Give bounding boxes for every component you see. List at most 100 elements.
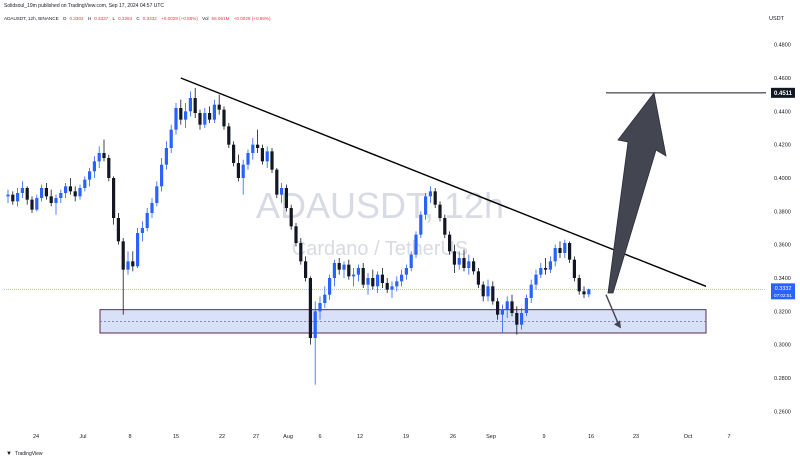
candle — [92, 156, 96, 178]
candle-body — [539, 268, 543, 275]
candle — [548, 256, 552, 273]
candle — [217, 94, 221, 115]
candle-body — [376, 274, 380, 287]
candle-body — [400, 274, 404, 282]
x-tick-label: Jul — [79, 434, 86, 440]
candle-body — [318, 303, 322, 312]
candle — [44, 183, 48, 200]
candle-body — [433, 191, 437, 205]
candle — [20, 181, 24, 198]
publish-line: Solidsoul_19m published on TradingView.c… — [4, 3, 165, 9]
tradingview-logo[interactable]: ▼ TradingView — [6, 451, 42, 457]
candle-body — [40, 188, 44, 198]
candle-body — [476, 271, 480, 285]
candle-body — [548, 261, 552, 270]
candle — [121, 238, 125, 315]
candle-body — [83, 179, 87, 188]
candle-body — [145, 213, 149, 228]
candle — [308, 276, 312, 345]
candle-body — [174, 108, 178, 130]
target-arrow[interactable] — [607, 91, 667, 294]
symbol-label[interactable]: ADAUSDT, 12h, BINANCE — [4, 16, 59, 21]
candle-body — [390, 286, 394, 290]
candle-body — [208, 113, 212, 120]
candle — [568, 241, 572, 263]
candle-body — [356, 268, 360, 275]
x-axis[interactable]: 24 Jul 8 15 22 27 Aug 6 12 19 26 Sep 9 16 23 Oct 7 — [33, 434, 731, 440]
candle — [6, 189, 10, 203]
candle-body — [558, 248, 562, 253]
candle-body — [572, 259, 576, 278]
candle-body — [385, 283, 389, 290]
candle — [337, 258, 341, 275]
candle — [30, 196, 34, 213]
x-tick-label: 26 — [450, 434, 456, 440]
candle — [452, 244, 456, 273]
candle-body — [486, 286, 490, 297]
candle — [241, 159, 245, 195]
x-tick-label: 12 — [357, 434, 363, 440]
y-axis[interactable]: 0.4800 0.4600 0.4400 0.4200 0.4000 0.3800 0.36… — [774, 43, 791, 416]
candle-body — [304, 261, 308, 278]
candle — [443, 214, 447, 238]
candle — [462, 249, 466, 272]
candle-body — [88, 171, 92, 180]
candle-body — [179, 108, 183, 120]
candle — [347, 259, 351, 280]
candle — [376, 271, 380, 293]
candle — [428, 186, 432, 203]
candle — [179, 99, 183, 125]
candle — [515, 306, 519, 335]
candle-body — [568, 243, 572, 260]
candle — [107, 154, 111, 182]
candle — [318, 296, 322, 320]
candle-body — [524, 298, 528, 313]
candle-body — [54, 198, 58, 203]
candle — [78, 184, 82, 200]
candle-body — [328, 278, 332, 295]
candle-body — [97, 153, 101, 162]
candle — [140, 221, 144, 242]
currency-label: USDT — [769, 16, 784, 22]
x-tick-label: 24 — [33, 434, 39, 440]
candle — [371, 269, 375, 290]
x-tick-label: 7 — [727, 434, 730, 440]
candle — [116, 213, 120, 245]
candle — [491, 281, 495, 305]
high-value: 0.3337 — [94, 16, 109, 21]
candle-body — [443, 218, 447, 235]
candle-body — [25, 188, 29, 200]
watermark: ADAUSDT, 12h Cardano / TetherUS — [256, 185, 504, 260]
candle — [246, 149, 250, 170]
candle — [49, 189, 53, 207]
candle-body — [126, 261, 130, 270]
current-price-tag-countdown: 07:02:51 — [774, 293, 792, 298]
candle-body — [260, 148, 264, 162]
candle-body — [347, 264, 351, 277]
y-tick-label: 0.3400 — [774, 276, 791, 282]
candle-body — [198, 113, 202, 125]
candle-body — [270, 151, 274, 170]
candle — [313, 301, 317, 385]
open-label: O — [62, 16, 67, 21]
support-zone[interactable] — [99, 309, 707, 334]
candle — [284, 184, 288, 212]
candle — [236, 154, 240, 182]
candle-body — [6, 194, 10, 197]
candle — [256, 129, 260, 153]
candle — [150, 198, 154, 218]
candle-body — [587, 289, 591, 295]
candle-body — [78, 188, 82, 197]
candle-body — [563, 243, 567, 253]
change-value-2: +0.0029 (+0.88%) — [233, 16, 271, 21]
candle — [251, 138, 255, 160]
candle-body — [217, 104, 221, 110]
candle — [136, 228, 140, 268]
candle — [577, 274, 581, 295]
candle-body — [452, 251, 456, 265]
high-label: H — [87, 16, 92, 21]
candle — [289, 204, 293, 230]
low-label: L — [112, 16, 116, 21]
